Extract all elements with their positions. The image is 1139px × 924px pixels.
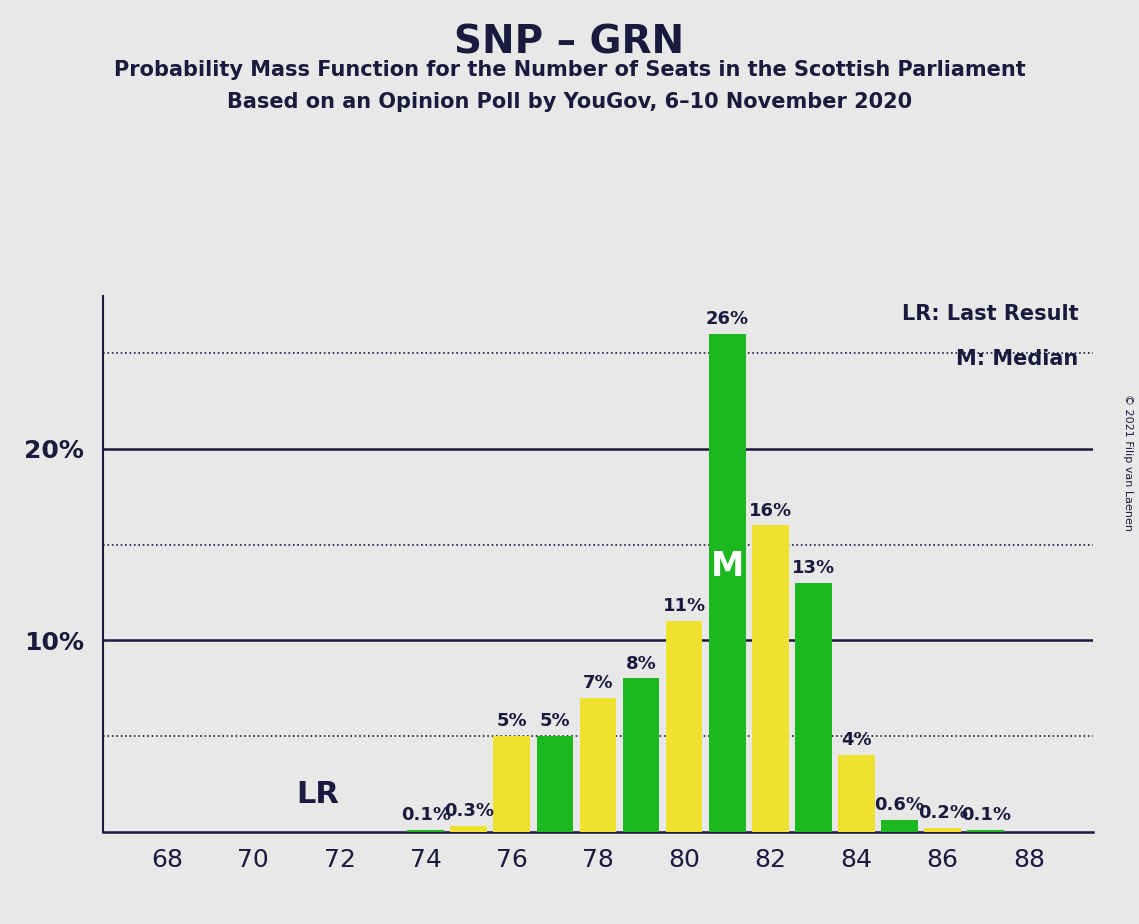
Bar xyxy=(838,755,875,832)
Text: 4%: 4% xyxy=(842,731,871,749)
Bar xyxy=(408,830,444,832)
Bar xyxy=(882,821,918,832)
Text: 0.1%: 0.1% xyxy=(401,806,451,824)
Text: 5%: 5% xyxy=(540,712,571,730)
Text: 0.1%: 0.1% xyxy=(960,806,1010,824)
Bar xyxy=(967,830,1005,832)
Text: 26%: 26% xyxy=(706,310,748,328)
Text: M: Median: M: Median xyxy=(957,349,1079,370)
Text: 13%: 13% xyxy=(792,559,835,577)
Text: M: M xyxy=(711,550,744,583)
Text: LR: Last Result: LR: Last Result xyxy=(902,304,1079,323)
Bar xyxy=(623,678,659,832)
Text: 7%: 7% xyxy=(583,674,613,692)
Bar xyxy=(925,828,961,832)
Bar xyxy=(666,621,703,832)
Text: Based on an Opinion Poll by YouGov, 6–10 November 2020: Based on an Opinion Poll by YouGov, 6–10… xyxy=(227,92,912,113)
Bar xyxy=(450,826,487,832)
Text: 5%: 5% xyxy=(497,712,527,730)
Bar xyxy=(493,736,530,832)
Bar xyxy=(580,698,616,832)
Text: 16%: 16% xyxy=(748,502,792,519)
Bar xyxy=(536,736,573,832)
Text: 8%: 8% xyxy=(625,655,656,673)
Text: 11%: 11% xyxy=(663,597,706,615)
Bar xyxy=(795,583,831,832)
Text: SNP – GRN: SNP – GRN xyxy=(454,23,685,61)
Text: 0.2%: 0.2% xyxy=(918,804,968,822)
Text: 0.6%: 0.6% xyxy=(875,796,925,814)
Text: 0.3%: 0.3% xyxy=(444,802,493,821)
Bar xyxy=(708,334,746,832)
Text: LR: LR xyxy=(296,780,339,808)
Text: Probability Mass Function for the Number of Seats in the Scottish Parliament: Probability Mass Function for the Number… xyxy=(114,60,1025,80)
Text: © 2021 Filip van Laenen: © 2021 Filip van Laenen xyxy=(1123,394,1133,530)
Bar xyxy=(752,526,788,832)
